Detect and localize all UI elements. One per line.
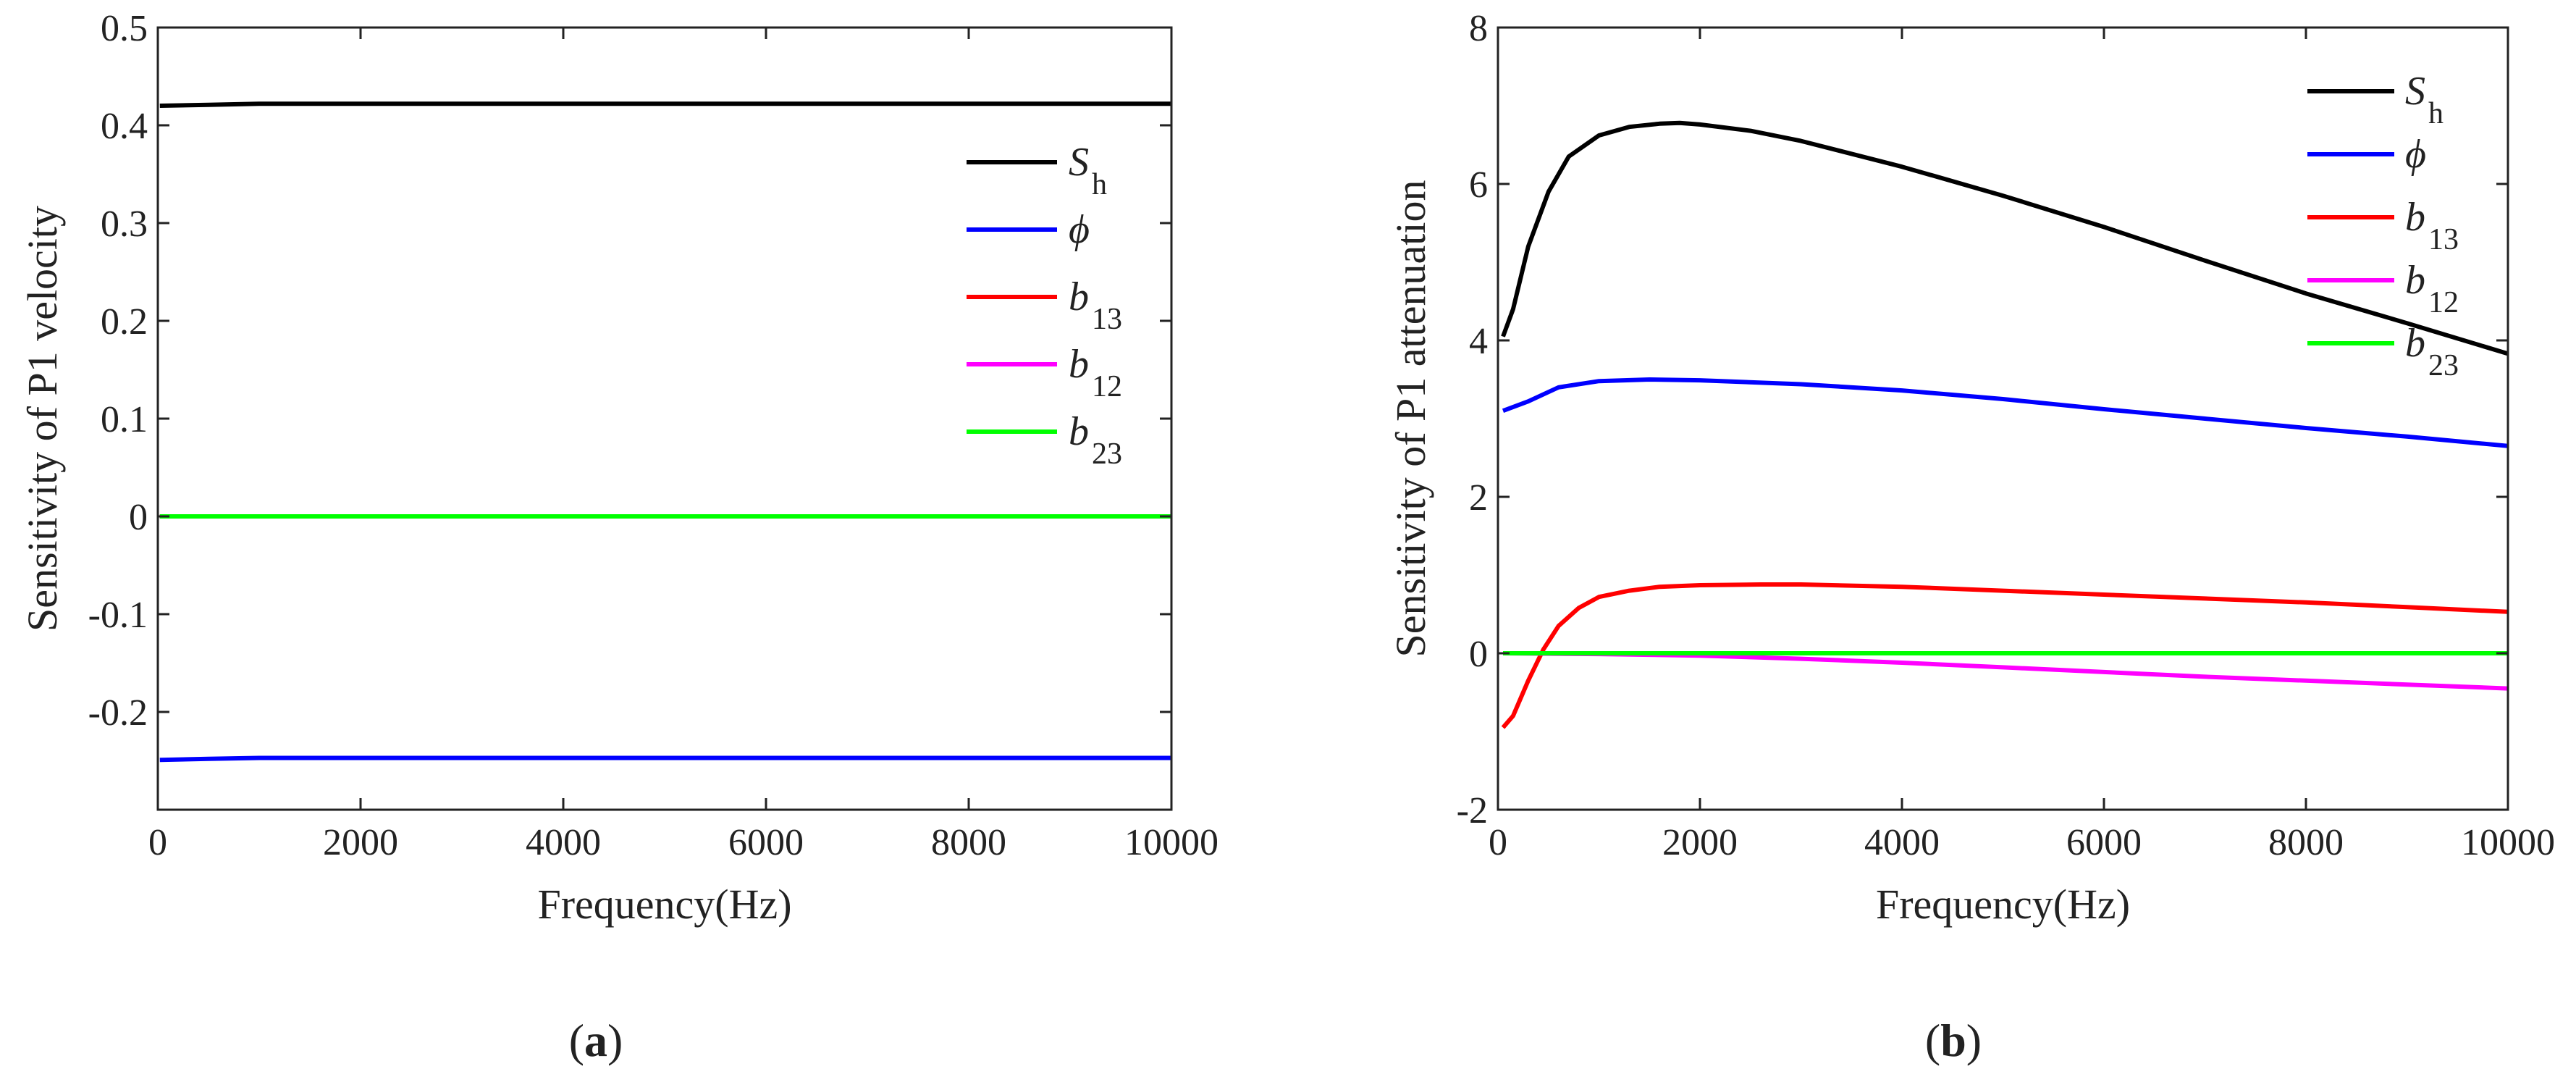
legend-main: b	[2405, 321, 2425, 366]
x-tick-label: 6000	[2066, 822, 2142, 863]
legend-label-phi: ϕ	[2405, 132, 2426, 177]
series-line-b12	[1502, 651, 2508, 691]
legend-subscript: h	[2428, 97, 2444, 130]
legend-main: b	[2405, 195, 2425, 240]
legend-label-b12: b12	[1069, 342, 1122, 403]
legend-subscript: 12	[2428, 286, 2459, 319]
panel-label: (a)	[569, 1015, 623, 1066]
legend-subscript: 13	[2428, 223, 2459, 256]
axes-box	[156, 26, 1173, 811]
axes-box	[1497, 26, 2509, 811]
panel-label-letter: b	[1940, 1015, 1966, 1066]
legend-label-S_h: Sh	[2405, 69, 2444, 130]
legend-label-S_h: Sh	[1069, 140, 1107, 201]
x-tick-label: 10000	[2461, 822, 2555, 863]
series-line-S_h	[159, 101, 1171, 108]
y-tick-label: 0.1	[101, 399, 148, 440]
x-tick-label: 4000	[526, 822, 601, 863]
y-tick-label: 6	[1469, 164, 1488, 206]
y-tick-label: 0	[1469, 634, 1488, 675]
legend-main: b	[1069, 409, 1089, 454]
legend-subscript: 12	[1092, 370, 1122, 403]
y-tick-label: -0.1	[88, 595, 148, 636]
x-tick-label: 2000	[1662, 822, 1738, 863]
x-tick-label: 2000	[323, 822, 398, 863]
series-group	[159, 101, 1171, 763]
x-axis-label: Frequency(Hz)	[537, 881, 791, 928]
y-tick-label: 0.4	[101, 106, 148, 147]
legend-subscript: 23	[2428, 349, 2459, 382]
legend-subscript: 13	[1092, 303, 1122, 336]
panel-a: 0 2000 4000 6000 8000 10000 -0.2 -0.1 0 0.1 0.2 0.3…	[19, 8, 1218, 1066]
panel-label-open: (	[569, 1015, 584, 1066]
y-tick-label: 0.2	[101, 301, 148, 343]
legend-main: ϕ	[1069, 207, 1090, 252]
y-tick-label: 0.5	[101, 8, 148, 49]
y-tick-label: 2	[1469, 477, 1488, 519]
legend-label-b13: b13	[2405, 195, 2459, 256]
series-line-phi	[159, 755, 1171, 763]
y-tick-label: -2	[1457, 790, 1488, 831]
panel-label-close: )	[607, 1015, 623, 1066]
legend-label-b23: b23	[1069, 409, 1122, 471]
x-tick-label: 0	[148, 822, 167, 863]
series-group	[1501, 120, 2508, 729]
legend-main: S	[2405, 69, 2425, 114]
legend-label-phi: ϕ	[1069, 207, 1090, 252]
panel-label-close: )	[1966, 1015, 1982, 1066]
x-tick-label: 8000	[931, 822, 1006, 863]
panel-label-open: (	[1925, 1015, 1940, 1066]
panel-b: 0 2000 4000 6000 8000 10000-202468Frequency(H…	[1387, 8, 2555, 1066]
y-tick-label: 0	[129, 497, 148, 538]
x-tick-label: 4000	[1864, 822, 1940, 863]
legend-main: b	[1069, 342, 1089, 387]
x-tick-label: 0	[1489, 822, 1507, 863]
y-tick-label: -0.2	[88, 692, 148, 734]
series-line-phi	[1502, 377, 2508, 448]
legend-label-b13: b13	[1069, 274, 1122, 336]
series-line-S_h	[1501, 120, 2508, 356]
y-tick-label: 4	[1469, 321, 1488, 362]
legend-label-b23: b23	[2405, 321, 2459, 382]
x-tick-label: 6000	[728, 822, 804, 863]
legend-label-b12: b12	[2405, 258, 2459, 319]
y-tick-label: 0.3	[101, 204, 148, 245]
x-tick-label: 8000	[2268, 822, 2344, 863]
panel-label: (b)	[1925, 1015, 1982, 1066]
panel-label-letter: a	[584, 1015, 607, 1066]
x-tick-label: 10000	[1124, 822, 1218, 863]
x-axis-label: Frequency(Hz)	[1876, 881, 2130, 928]
legend-main: ϕ	[2405, 132, 2426, 177]
y-axis-label: Sensitivity of P1 attenuation	[1387, 180, 1434, 658]
legend-main: S	[1069, 140, 1089, 185]
y-axis-label: Sensitivity of P1 velocity	[19, 206, 66, 632]
series-line-b13	[1501, 582, 2508, 729]
y-tick-label: 8	[1469, 8, 1488, 49]
legend-subscript: h	[1092, 168, 1107, 201]
legend-main: b	[1069, 274, 1089, 319]
legend-subscript: 23	[1092, 437, 1122, 471]
legend-main: b	[2405, 258, 2425, 303]
